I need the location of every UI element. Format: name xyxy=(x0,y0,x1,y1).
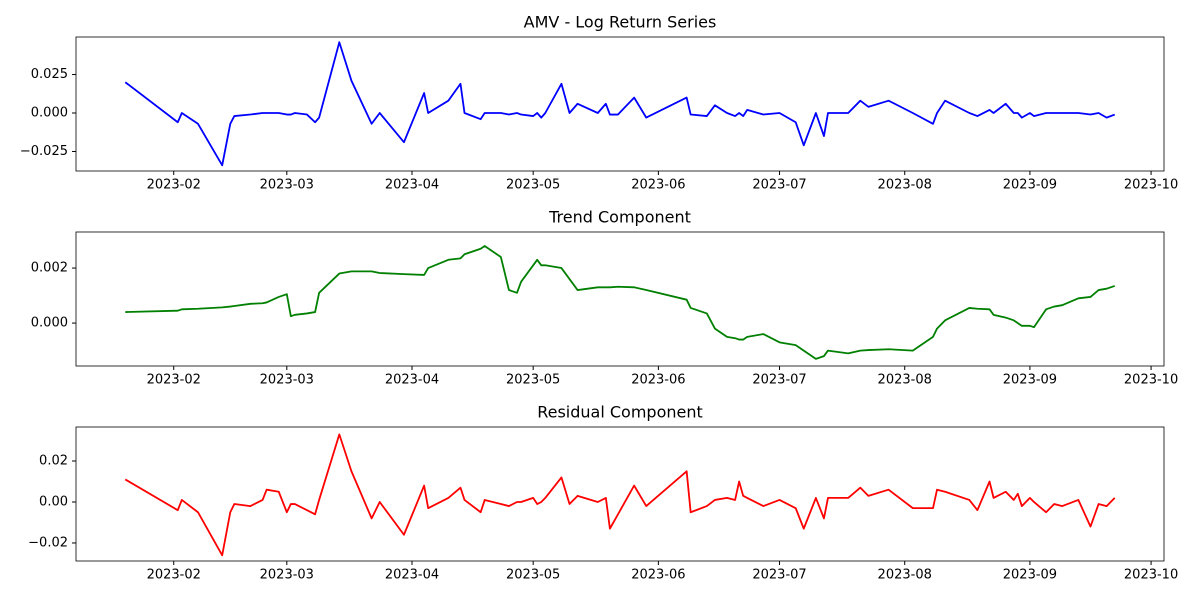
x-tick-label: 2023-09 xyxy=(1003,373,1057,388)
series-line xyxy=(124,41,1116,167)
y-tick-label: 0.02 xyxy=(39,454,68,469)
x-tick-label: 2023-06 xyxy=(631,568,685,583)
y-tick-label: 0.00 xyxy=(39,494,68,509)
x-tick-label: 2023-09 xyxy=(1003,568,1057,583)
x-tick-label: 2023-07 xyxy=(752,568,806,583)
x-tick-label: 2023-10 xyxy=(1124,178,1178,193)
y-tick-label: 0.002 xyxy=(31,261,68,276)
series-line xyxy=(125,245,1116,360)
x-tick-label: 2023-08 xyxy=(878,568,932,583)
x-tick-label: 2023-05 xyxy=(506,568,560,583)
x-tick-label: 2023-03 xyxy=(260,178,314,193)
y-tick-label: 0.025 xyxy=(31,67,68,82)
x-tick-label: 2023-08 xyxy=(878,178,932,193)
y-tick-label: 0.000 xyxy=(31,106,68,121)
x-tick-label: 2023-04 xyxy=(385,568,439,583)
x-tick-label: 2023-06 xyxy=(631,178,685,193)
x-tick-label: 2023-02 xyxy=(147,178,201,193)
y-tick-label: −0.025 xyxy=(20,144,68,159)
x-tick-label: 2023-03 xyxy=(260,373,314,388)
x-tick-label: 2023-10 xyxy=(1124,373,1178,388)
chart-title: Trend Component xyxy=(548,208,691,227)
plot-frame xyxy=(75,231,1165,367)
x-tick-label: 2023-04 xyxy=(385,178,439,193)
x-tick-label: 2023-05 xyxy=(506,373,560,388)
x-tick-label: 2023-02 xyxy=(147,373,201,388)
plot-frame xyxy=(75,426,1165,562)
x-tick-label: 2023-03 xyxy=(260,568,314,583)
x-tick-label: 2023-07 xyxy=(752,373,806,388)
x-tick-label: 2023-08 xyxy=(878,373,932,388)
y-tick-label: 0.000 xyxy=(31,316,68,331)
x-tick-label: 2023-02 xyxy=(147,568,201,583)
chart-title: Residual Component xyxy=(537,403,703,422)
x-tick-label: 2023-10 xyxy=(1124,568,1178,583)
x-tick-label: 2023-04 xyxy=(385,373,439,388)
x-tick-label: 2023-09 xyxy=(1003,178,1057,193)
y-tick-label: −0.02 xyxy=(28,535,68,550)
series-line xyxy=(124,433,1116,557)
x-tick-label: 2023-07 xyxy=(752,178,806,193)
x-tick-label: 2023-05 xyxy=(506,178,560,193)
chart-title: AMV - Log Return Series xyxy=(524,13,717,32)
x-tick-label: 2023-06 xyxy=(631,373,685,388)
plot-frame xyxy=(75,36,1165,172)
